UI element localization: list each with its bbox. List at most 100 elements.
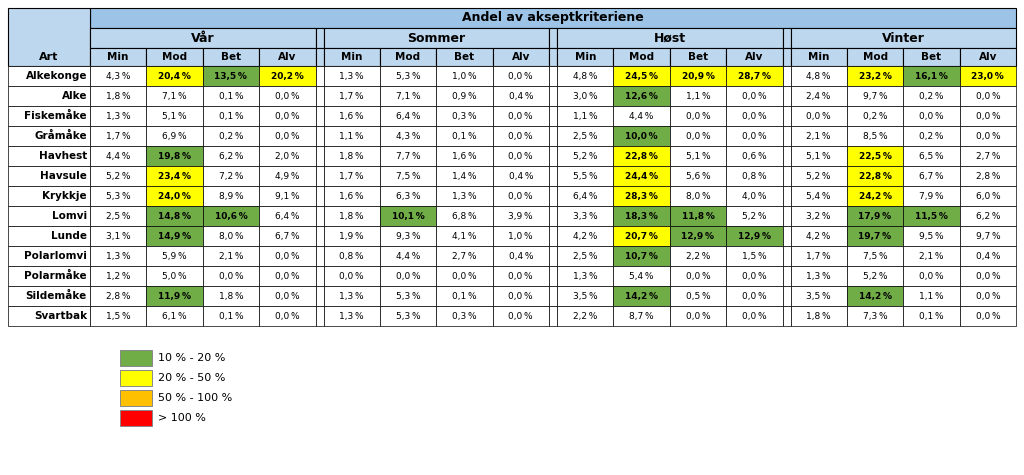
Bar [90,286,146,306]
Bar [847,246,903,266]
Bar [259,126,315,146]
Bar [903,306,959,326]
Text: 1,7 %: 1,7 % [105,132,130,141]
Text: 3,2 %: 3,2 % [807,211,830,220]
Bar [670,246,726,266]
Bar [203,246,259,266]
Text: Alv: Alv [745,52,764,62]
Bar [549,306,557,326]
Bar [315,86,324,106]
Bar [670,86,726,106]
Bar [324,206,380,226]
Bar [315,266,324,286]
Text: 2,8 %: 2,8 % [105,292,130,301]
Bar [315,126,324,146]
Bar [146,286,203,306]
Bar [493,186,549,206]
Bar [557,226,613,246]
Bar [670,166,726,186]
Bar [380,106,436,126]
Text: 1,7 %: 1,7 % [339,92,364,101]
Bar [557,106,613,126]
Text: 9,3 %: 9,3 % [395,231,421,240]
Text: 4,3 %: 4,3 % [396,132,420,141]
Bar [315,106,324,126]
Bar [8,86,90,106]
Text: 1,3 %: 1,3 % [105,251,130,260]
Text: 1,3 %: 1,3 % [339,292,364,301]
Bar [315,206,324,226]
Bar [259,86,315,106]
Text: 1,0 %: 1,0 % [509,231,534,240]
Text: 1,8 %: 1,8 % [339,211,364,220]
Bar [324,48,380,66]
Bar [203,266,259,286]
Text: 6,2 %: 6,2 % [976,211,1000,220]
Text: 0,1 %: 0,1 % [219,112,244,121]
Text: 10,7 %: 10,7 % [625,251,658,260]
Text: 11,8 %: 11,8 % [682,211,715,220]
Bar [549,126,557,146]
Bar [903,48,959,66]
Text: 0,5 %: 0,5 % [686,292,711,301]
Bar [493,306,549,326]
Bar [324,106,380,126]
Text: Alv: Alv [279,52,297,62]
Text: 20,2 %: 20,2 % [271,72,304,80]
Text: 2,1 %: 2,1 % [219,251,243,260]
Bar [670,226,726,246]
Bar [90,48,146,66]
Text: 28,3 %: 28,3 % [625,191,658,200]
Text: 5,6 %: 5,6 % [686,171,711,180]
Bar [493,106,549,126]
Bar [146,266,203,286]
Bar [493,286,549,306]
Bar [8,266,90,286]
Bar [903,86,959,106]
Bar [493,206,549,226]
Text: 12,6 %: 12,6 % [625,92,658,101]
Bar [436,286,493,306]
Text: 3,9 %: 3,9 % [509,211,534,220]
Bar [726,226,782,246]
Text: 11,5 %: 11,5 % [915,211,948,220]
Bar [791,166,847,186]
Text: 4,2 %: 4,2 % [573,231,597,240]
Text: > 100 %: > 100 % [158,413,206,423]
Bar [726,66,782,86]
Text: Min: Min [574,52,596,62]
Text: 5,2 %: 5,2 % [807,171,830,180]
Bar [259,206,315,226]
Text: 0,8 %: 0,8 % [742,171,767,180]
Bar [493,86,549,106]
Bar [436,246,493,266]
Text: 0,0 %: 0,0 % [686,132,711,141]
Text: 10 % - 20 %: 10 % - 20 % [158,353,225,363]
Text: 1,3 %: 1,3 % [453,191,477,200]
Bar [557,166,613,186]
Text: 4,4 %: 4,4 % [106,152,130,161]
Text: 0,0 %: 0,0 % [806,112,831,121]
Bar [8,106,90,126]
Bar [847,48,903,66]
Bar [613,266,670,286]
Bar [549,106,557,126]
Bar [324,166,380,186]
Text: Krykkje: Krykkje [42,191,87,201]
Text: 6,4 %: 6,4 % [396,112,420,121]
Bar [791,48,847,66]
Bar [146,186,203,206]
Bar [493,126,549,146]
Bar [549,246,557,266]
Bar [557,246,613,266]
Text: 0,0 %: 0,0 % [509,112,534,121]
Text: 0,1 %: 0,1 % [453,132,477,141]
Bar [726,206,782,226]
Text: 3,5 %: 3,5 % [572,292,597,301]
Text: Bet: Bet [922,52,941,62]
Text: Vår: Vår [190,31,215,45]
Bar [847,306,903,326]
Bar [847,126,903,146]
Bar [847,66,903,86]
Text: 0,0 %: 0,0 % [275,272,300,281]
